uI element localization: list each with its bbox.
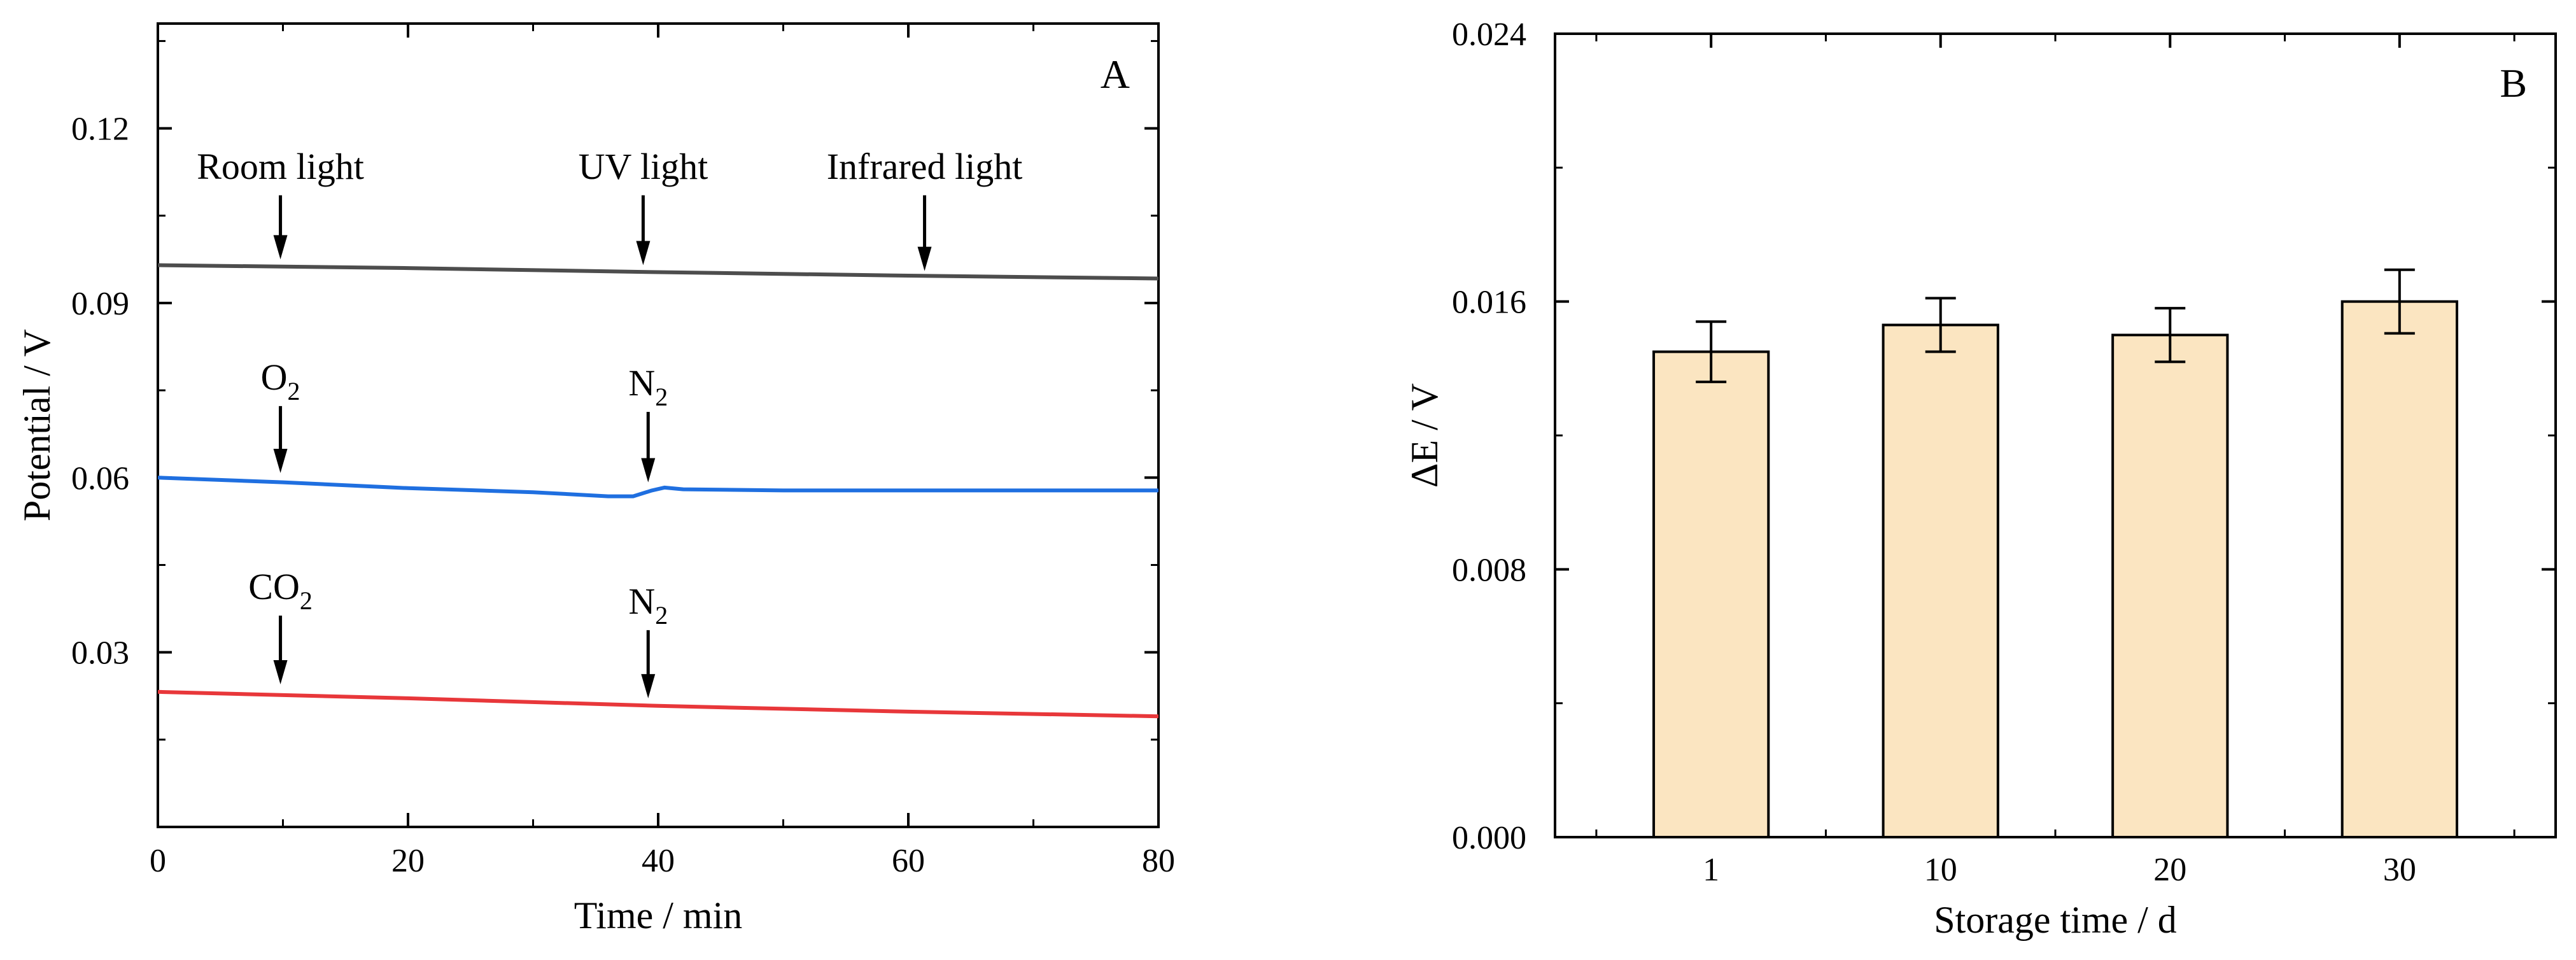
y-tick-label: 0.06 (71, 460, 129, 497)
bar-30 (2340, 300, 2458, 838)
annotation-arrow-head (273, 448, 288, 473)
annotation-arrow-head (641, 674, 656, 698)
panel-a-x-axis-title: Time / min (574, 894, 743, 936)
panel-a-line-chart: 0 20 40 60 80 0.03 0.06 0.09 0.12 Room light UV l… (16, 22, 1175, 936)
annotation-label: N2 (628, 362, 668, 411)
x-tick-label: 80 (1142, 843, 1175, 879)
bar-1 (1652, 350, 1770, 838)
annotation-arrow-head (641, 458, 656, 483)
panel-a-letter: A (1101, 52, 1130, 97)
panel-b-y-axis-title: ΔE / V (1404, 383, 1446, 488)
bar-20 (2111, 334, 2229, 838)
annotation-label: N2 (628, 581, 668, 630)
panel-a-y-axis-title: Potential / V (16, 329, 58, 521)
panel-a-series (157, 263, 1159, 719)
y-tick-label: 0.016 (1452, 285, 1526, 321)
annotation-label: UV light (579, 146, 708, 187)
annotation-arrow-head (273, 235, 288, 260)
y-tick-label: 0.03 (71, 635, 129, 672)
x-tick-label: 40 (642, 843, 675, 879)
annotation-label: Infrared light (827, 146, 1023, 187)
x-tick-label: 1 (1703, 852, 1719, 888)
panel-a-ticks: 0 20 40 60 80 0.03 0.06 0.09 0.12 (71, 24, 1175, 879)
panel-b-letter: B (2500, 60, 2527, 106)
x-tick-label: 10 (1924, 852, 1957, 888)
y-tick-label: 0.008 (1452, 552, 1526, 588)
annotation-arrow-head (917, 246, 932, 271)
panel-b-x-axis-title: Storage time / d (1934, 899, 2177, 941)
annotation-label: CO2 (248, 566, 313, 615)
x-tick-label: 30 (2383, 852, 2416, 888)
panel-a-annotations: Room light UV light Infrared light O2 N2 CO2 N… (197, 146, 1022, 698)
panel-b-ticks: 0.000 0.008 0.016 0.024 1 10 20 30 (1452, 17, 2556, 888)
x-tick-label: 20 (2153, 852, 2186, 888)
y-tick-label: 0.024 (1452, 17, 1526, 53)
panel-b-bars (1652, 268, 2458, 839)
series-line-o2-n2 (157, 476, 1158, 498)
y-tick-label: 0.09 (71, 286, 129, 322)
series-line-light (157, 263, 1159, 281)
panel-b-bar-chart: 0.000 0.008 0.016 0.024 1 10 20 30 B Storage ti… (1404, 17, 2557, 941)
annotation-arrow-head (273, 660, 288, 684)
annotation-label: Room light (197, 146, 364, 187)
annotation-arrow-head (636, 241, 651, 265)
x-tick-label: 20 (391, 843, 425, 879)
y-tick-label: 0.000 (1452, 820, 1526, 856)
x-tick-label: 0 (150, 843, 166, 879)
bar-10 (1882, 323, 1999, 839)
annotation-label: O2 (261, 356, 300, 406)
y-tick-label: 0.12 (71, 111, 129, 148)
series-line-co2-n2 (157, 689, 1159, 719)
x-tick-label: 60 (892, 843, 925, 879)
